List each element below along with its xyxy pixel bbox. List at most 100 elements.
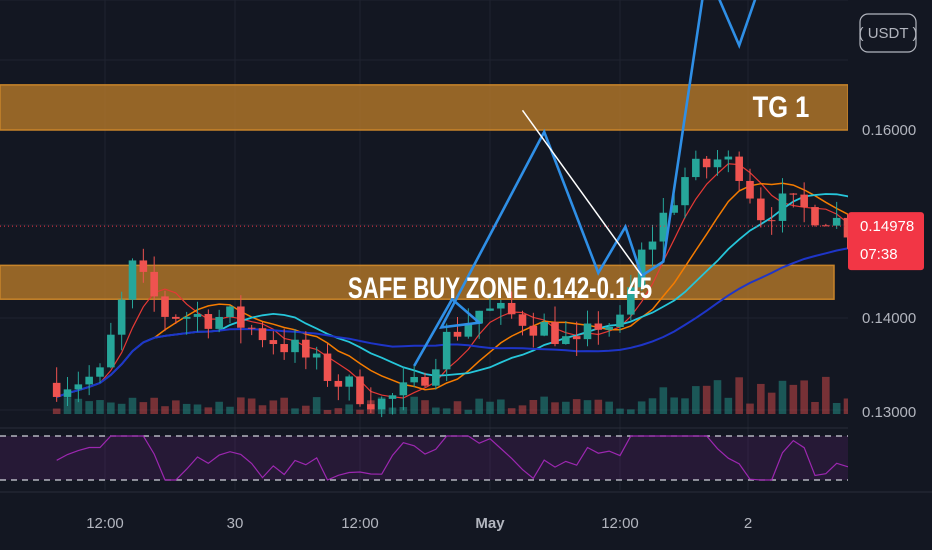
candle <box>312 353 321 358</box>
candle-countdown: 07:38 <box>860 246 898 263</box>
volume-bar <box>258 405 267 414</box>
volume-bar <box>507 408 516 414</box>
volume-bar <box>681 398 689 414</box>
candle <box>594 323 603 330</box>
price-axis[interactable]: ( USDT ) 0.16000 0.14000 0.13000 0.14978 07:3… <box>848 0 932 550</box>
volume-bar <box>204 407 213 414</box>
zone-labels: TG 1 SAFE BUY ZONE 0.142-0.145 <box>348 90 809 305</box>
volume-bar <box>616 408 624 414</box>
candle <box>507 302 516 315</box>
volume-bar <box>724 397 733 414</box>
x-tick-label: 30 <box>227 515 244 532</box>
candle <box>822 225 830 227</box>
volume-bar <box>410 396 418 414</box>
candle <box>800 194 808 208</box>
candle <box>410 377 418 383</box>
currency-selector[interactable] <box>859 13 917 53</box>
volume-bar <box>551 402 559 414</box>
zone-label-tg1: TG 1 <box>753 90 810 123</box>
time-axis[interactable]: 12:00 30 12:00 May 12:00 2 <box>0 491 932 550</box>
volume-bar <box>107 402 115 414</box>
volume-bar <box>518 405 527 414</box>
volume-bar <box>778 380 787 414</box>
volume-bar <box>757 383 765 414</box>
volume-bar <box>832 402 841 414</box>
candle <box>247 327 256 329</box>
volume-bar <box>85 401 93 414</box>
volume-bar <box>421 400 429 414</box>
volume-bar <box>659 387 668 414</box>
candle <box>497 302 505 309</box>
candle <box>453 331 462 337</box>
candle <box>432 369 440 386</box>
candle <box>161 296 169 317</box>
candle <box>811 207 819 226</box>
volume-bar <box>648 398 657 414</box>
candle <box>518 314 527 326</box>
volume-bar <box>52 408 61 414</box>
candle <box>789 193 798 195</box>
volume-bar <box>453 401 462 414</box>
candle <box>193 314 202 317</box>
volume-bar <box>713 380 722 414</box>
candle <box>529 325 538 336</box>
x-tick-label: 12:00 <box>86 515 124 532</box>
volume-bar <box>74 398 83 414</box>
candle <box>692 158 700 178</box>
time-axis-bg <box>0 492 932 550</box>
volume-bar <box>323 409 332 414</box>
candle <box>702 158 711 168</box>
current-price-tag <box>848 212 924 271</box>
candle <box>139 260 148 272</box>
volume-bar <box>605 401 613 414</box>
volume-bar <box>291 408 299 414</box>
candle <box>746 180 754 199</box>
candle <box>605 326 613 330</box>
volume-bar <box>637 401 646 414</box>
volume-bar <box>96 400 104 414</box>
volume-bar <box>172 400 180 414</box>
candle <box>85 376 93 385</box>
projection-path <box>413 0 757 367</box>
volume-bar <box>356 409 364 414</box>
candle <box>128 260 137 300</box>
volume-bar <box>670 397 678 414</box>
volume-bar <box>746 403 754 414</box>
candle <box>843 217 852 238</box>
volume-bar <box>399 407 408 414</box>
volume-bar <box>843 398 852 414</box>
candle <box>486 308 494 311</box>
volume-bar <box>150 397 158 414</box>
current-price-value: 0.14978 <box>860 218 914 235</box>
candle <box>323 353 332 381</box>
volume-bar <box>583 400 592 414</box>
candle <box>204 314 213 329</box>
candle <box>258 328 267 341</box>
candle <box>442 331 451 370</box>
volume-bars <box>52 376 932 414</box>
annotations <box>413 0 757 367</box>
candle <box>291 339 299 353</box>
candle <box>627 287 635 315</box>
volume-bar <box>161 406 169 414</box>
volume-bar <box>562 401 570 414</box>
volume-bar <box>702 385 711 414</box>
candle <box>637 249 646 288</box>
volume-bar <box>237 397 245 414</box>
candle <box>562 336 570 345</box>
volume-bar <box>572 399 581 414</box>
volume-bar <box>345 404 353 414</box>
price-axis-bg <box>848 0 932 550</box>
volume-bar <box>627 409 635 414</box>
candle <box>334 380 343 387</box>
rsi-pane <box>0 435 932 481</box>
candle <box>648 241 657 250</box>
zone-label-safe-buy: SAFE BUY ZONE 0.142-0.145 <box>348 271 652 305</box>
volume-bar <box>247 398 256 414</box>
x-tick-label: 2 <box>744 515 752 532</box>
volume-bar <box>486 401 494 414</box>
candle <box>767 220 776 222</box>
volume-bar <box>226 406 234 414</box>
x-tick-label: 12:00 <box>341 515 379 532</box>
